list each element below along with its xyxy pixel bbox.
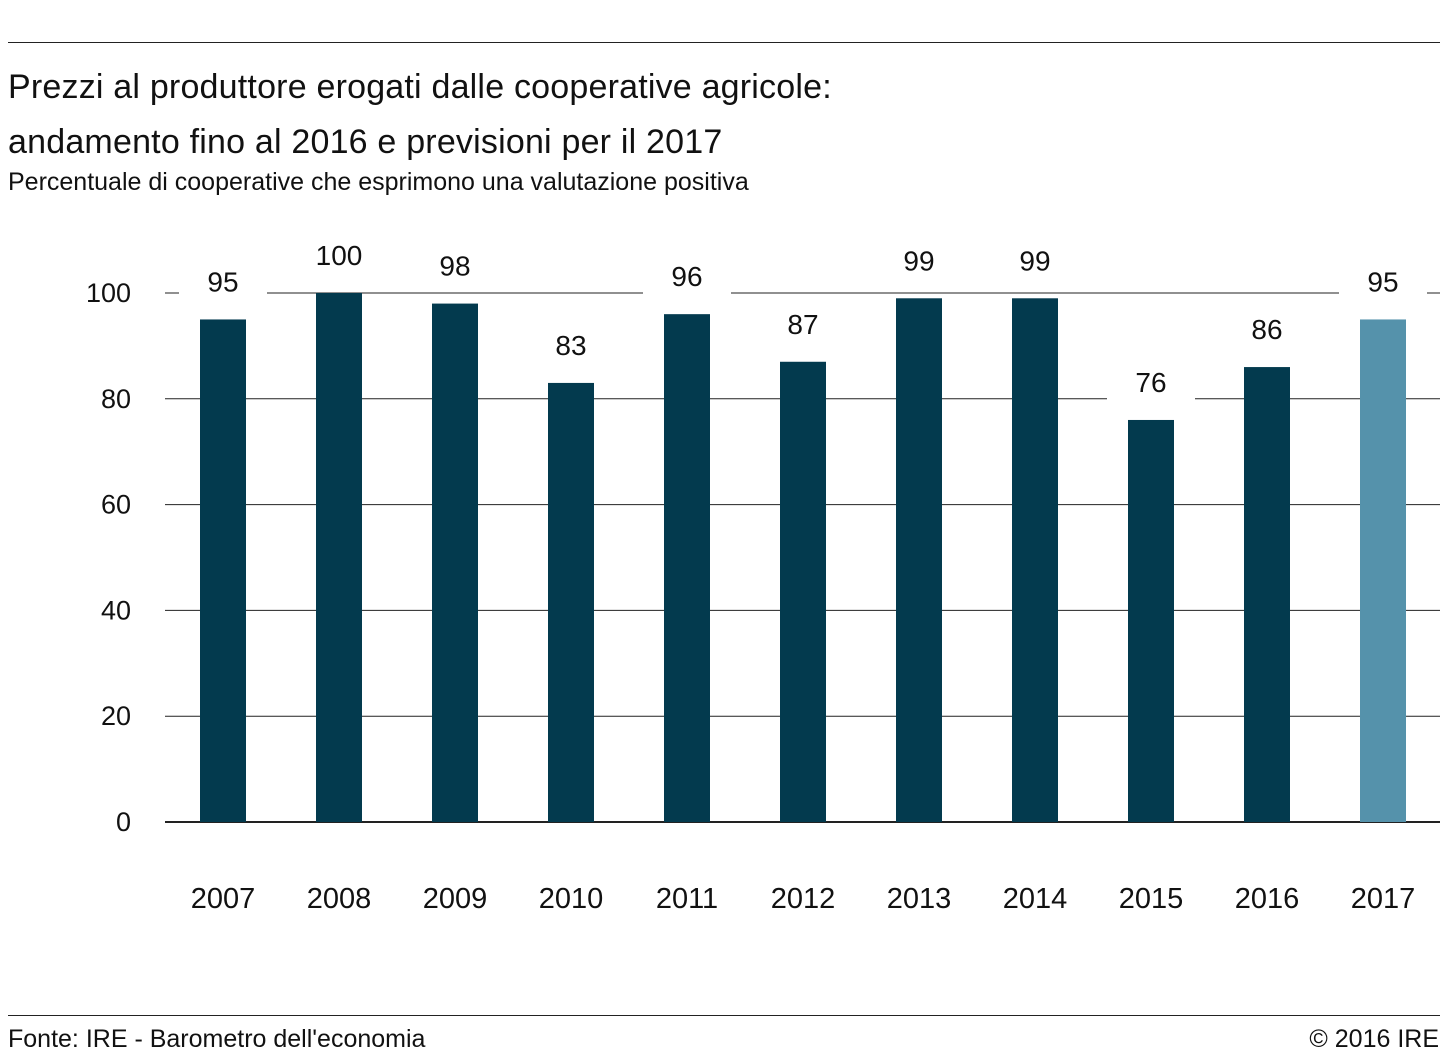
y-tick-label: 20 bbox=[101, 701, 131, 731]
x-tick-label-2007: 2007 bbox=[191, 883, 256, 915]
value-label-2007: 95 bbox=[207, 266, 238, 297]
value-label-2008: 100 bbox=[316, 240, 363, 271]
value-labels: 95 100 98 83 96 87 99 99 76 86 95 bbox=[179, 235, 1427, 404]
bottom-rule bbox=[8, 1015, 1440, 1016]
value-label-2011: 96 bbox=[671, 261, 702, 292]
bar-2012 bbox=[780, 361, 826, 822]
value-label-2015: 76 bbox=[1135, 367, 1166, 398]
value-label-backdrop bbox=[643, 256, 731, 299]
value-label-2013: 99 bbox=[903, 245, 934, 276]
value-label-backdrop bbox=[179, 261, 267, 304]
y-axis-ticks: 0 20 40 60 80 100 bbox=[86, 278, 131, 837]
value-label-2012: 87 bbox=[787, 309, 818, 340]
value-label-2016: 86 bbox=[1251, 314, 1282, 345]
y-tick-label: 80 bbox=[101, 384, 131, 414]
top-rule bbox=[8, 42, 1440, 43]
chart-title-line-2: andamento fino al 2016 e previsioni per … bbox=[8, 123, 723, 161]
value-label-2017: 95 bbox=[1367, 266, 1398, 297]
x-tick-label-2017: 2017 bbox=[1351, 883, 1416, 915]
chart-subtitle: Percentuale di cooperative che esprimono… bbox=[8, 168, 749, 196]
value-label-backdrop bbox=[527, 324, 615, 367]
bar-2007 bbox=[200, 319, 246, 822]
value-label-backdrop bbox=[991, 240, 1079, 283]
x-tick-label-2016: 2016 bbox=[1235, 883, 1300, 915]
value-label-backdrop bbox=[1223, 309, 1311, 352]
x-tick-label-2012: 2012 bbox=[771, 883, 836, 915]
source-note: Fonte: IRE - Barometro dell'economia bbox=[8, 1025, 426, 1053]
value-label-backdrop bbox=[295, 235, 383, 277]
y-tick-label: 100 bbox=[86, 278, 131, 308]
value-label-2009: 98 bbox=[439, 251, 470, 282]
x-tick-label-2015: 2015 bbox=[1119, 883, 1184, 915]
value-label-backdrop bbox=[875, 240, 963, 283]
bar-2015 bbox=[1128, 419, 1174, 822]
x-tick-label-2013: 2013 bbox=[887, 883, 952, 915]
y-tick-label: 0 bbox=[116, 807, 131, 837]
chart-title: Prezzi al produttore erogati dalle coope… bbox=[8, 60, 832, 170]
x-tick-label-2011: 2011 bbox=[656, 883, 718, 915]
bar-2008 bbox=[316, 293, 362, 822]
bar-2016 bbox=[1244, 367, 1290, 822]
bar-2014 bbox=[1012, 298, 1058, 822]
value-label-backdrop bbox=[1107, 361, 1195, 404]
value-label-2014: 99 bbox=[1019, 245, 1050, 276]
x-tick-label-2009: 2009 bbox=[423, 883, 488, 915]
bars bbox=[200, 293, 1406, 823]
chart-title-line-1: Prezzi al produttore erogati dalle coope… bbox=[8, 68, 832, 106]
bar-2013 bbox=[896, 298, 942, 822]
value-label-backdrop bbox=[1339, 261, 1427, 304]
value-label-2010: 83 bbox=[555, 330, 586, 361]
copyright-note: © 2016 IRE bbox=[1309, 1025, 1439, 1053]
x-tick-label-2010: 2010 bbox=[539, 883, 604, 915]
x-tick-label-2014: 2014 bbox=[1003, 883, 1068, 915]
bar-chart: 0 20 40 60 80 100 95 100 98 83 96 87 99 99 76 86 95 200… bbox=[85, 235, 1440, 915]
bar-2010 bbox=[548, 382, 594, 822]
y-tick-label: 40 bbox=[101, 595, 131, 625]
bar-2009 bbox=[432, 303, 478, 823]
x-axis-ticks: 2007 2008 2009 2010 2011 2012 2013 2014 2015 2016… bbox=[191, 883, 1416, 915]
value-label-backdrop bbox=[759, 303, 847, 346]
value-label-backdrop bbox=[411, 245, 499, 288]
x-tick-label-2008: 2008 bbox=[307, 883, 372, 915]
bar-2011 bbox=[664, 314, 710, 822]
bar-2017 bbox=[1360, 319, 1406, 822]
y-tick-label: 60 bbox=[101, 490, 131, 520]
